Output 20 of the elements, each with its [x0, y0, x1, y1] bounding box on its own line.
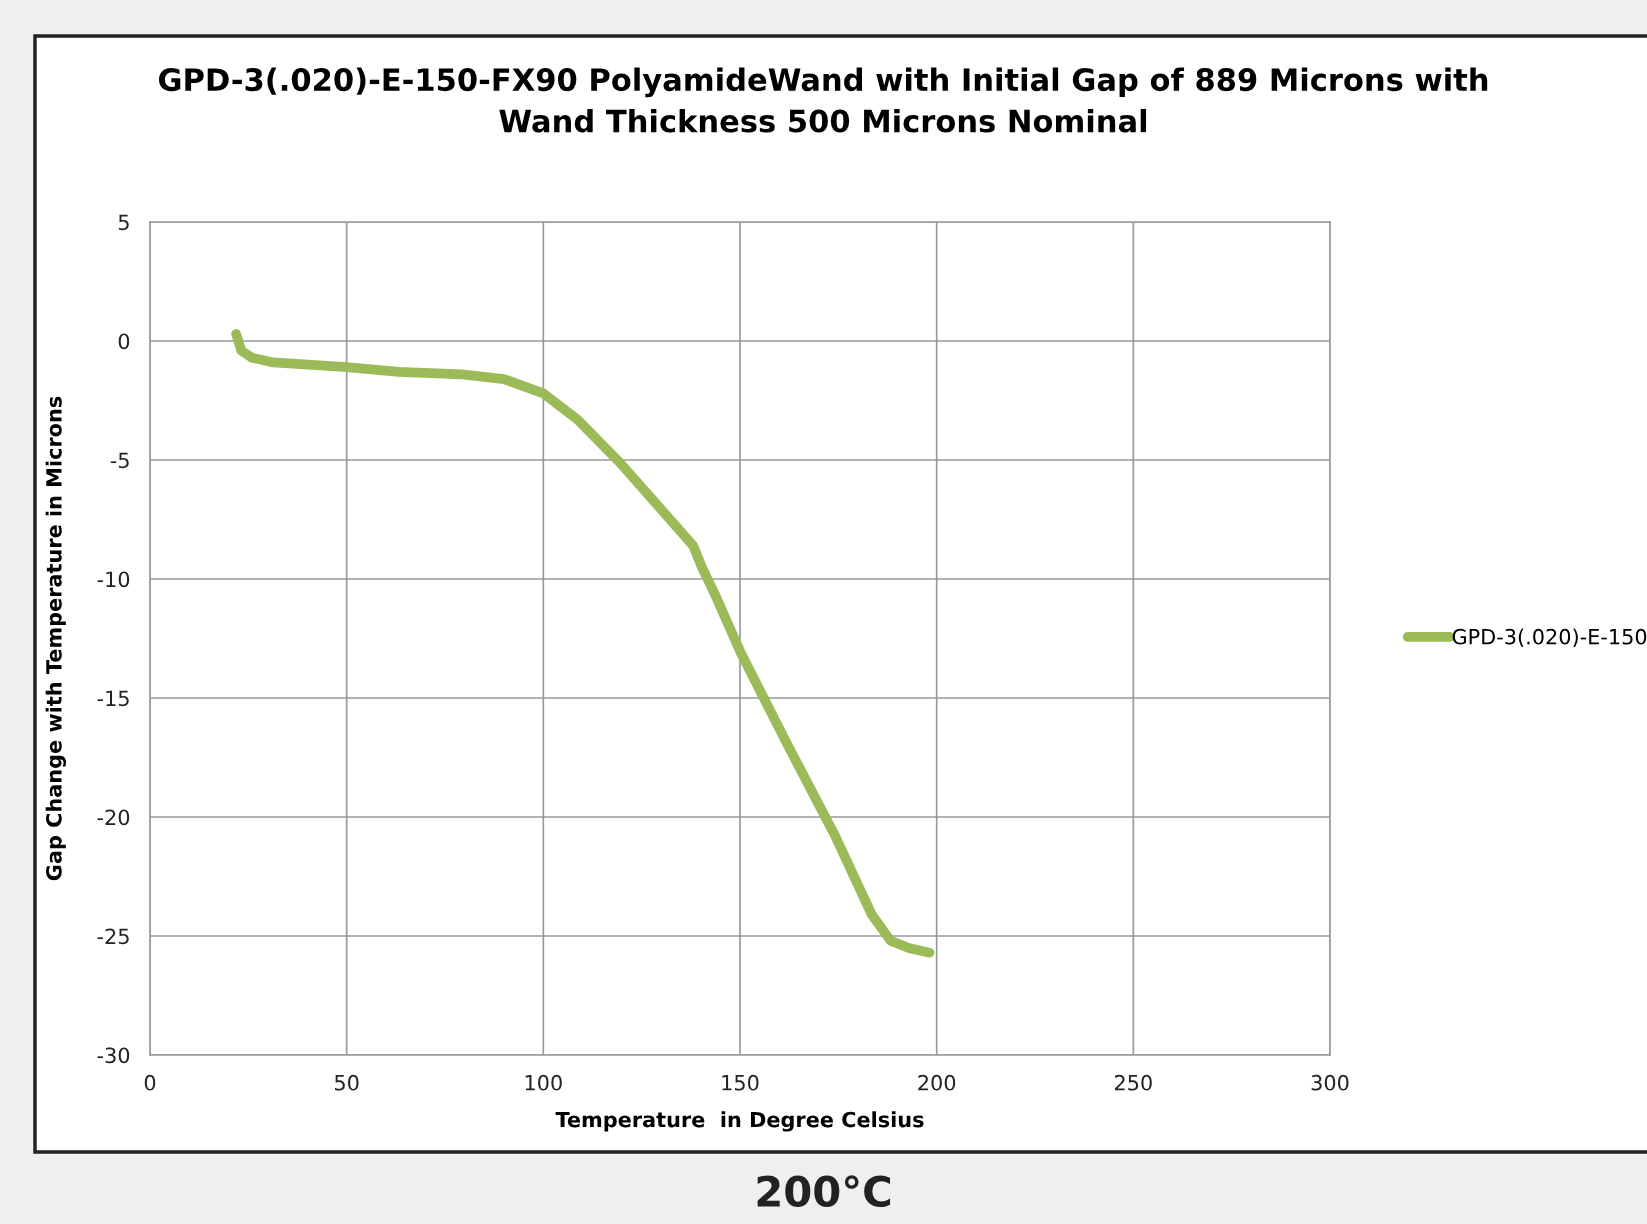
x-tick-label: 250 — [1114, 1074, 1152, 1091]
legend-label: GPD-3(.020)-E-150 — [1452, 628, 1647, 647]
y-tick-label: -5 — [110, 452, 129, 469]
y-tick-label: -10 — [97, 571, 130, 588]
x-axis-title: Temperature in Degree Celsius — [555, 1111, 924, 1132]
y-tick-label: -15 — [97, 690, 129, 707]
y-tick-label: 0 — [118, 333, 130, 350]
x-tick-label: 0 — [144, 1074, 156, 1091]
y-tick-label: -25 — [97, 928, 129, 945]
y-axis-title: Gap Change with Temperature in Microns — [45, 396, 66, 881]
x-tick-label: 100 — [525, 1074, 562, 1091]
x-tick-label: 300 — [1311, 1074, 1349, 1091]
y-tick-label: -30 — [97, 1047, 130, 1064]
x-tick-label: 150 — [722, 1074, 759, 1091]
x-tick-label: 200 — [918, 1074, 956, 1091]
y-tick-label: -20 — [97, 809, 130, 826]
x-tick-label: 50 — [335, 1074, 359, 1091]
chart-title: GPD-3(.020)-E-150-FX90 PolyamideWand with Initial Gap of 889 Microns with Wand Thickness 500 Microns Nominal — [158, 67, 1488, 133]
y-tick-label: 5 — [118, 214, 129, 231]
text: 200°C — [757, 1175, 891, 1208]
